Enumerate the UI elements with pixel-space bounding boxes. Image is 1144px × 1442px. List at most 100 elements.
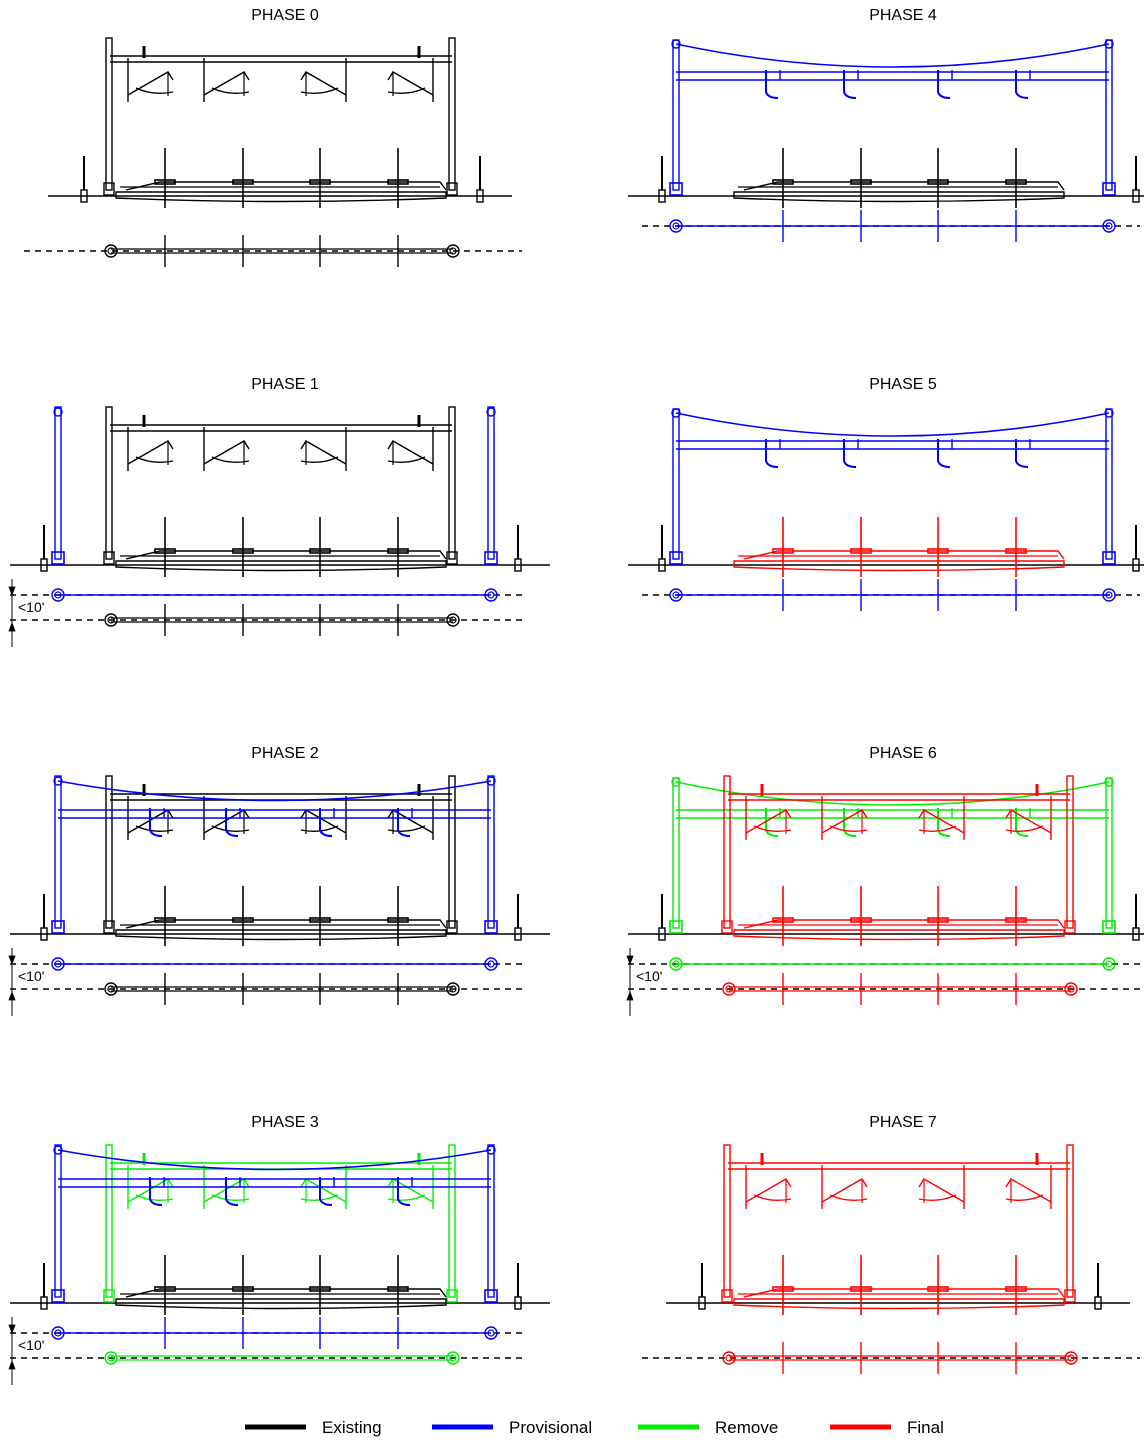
clearance-dimension (8, 1317, 16, 1385)
mast-base (484, 551, 498, 565)
clearance-dimension (8, 579, 16, 647)
rail-pair (850, 548, 872, 554)
span-mast (1105, 777, 1113, 929)
legend-label: Final (907, 1418, 944, 1437)
foundation-marker (1064, 1351, 1078, 1365)
main-gantry (103, 775, 458, 934)
foundation-marker (484, 1326, 498, 1340)
drawing-stroke (918, 1178, 965, 1203)
mast-base (446, 551, 458, 565)
cantilever-arm (745, 796, 792, 840)
rail-pair (309, 179, 331, 185)
drawing-stroke (843, 70, 857, 99)
drawing-stroke (300, 1178, 347, 1203)
dimension-arrow (626, 990, 634, 1001)
drawing-stroke (135, 1194, 174, 1202)
drawing-stroke (125, 181, 447, 191)
signal-post (80, 156, 88, 203)
drop-hanger (149, 808, 165, 837)
plan-line (51, 957, 498, 971)
main-gantry (103, 406, 458, 565)
gantry-mast (105, 406, 113, 560)
cantilever-arm (300, 427, 347, 471)
signal-post (1094, 1263, 1102, 1310)
drawing-stroke (937, 439, 951, 468)
foundation-marker (1102, 219, 1116, 233)
rail-pair (387, 548, 409, 554)
phase-panel-2: PHASE 2 <10' (8, 745, 550, 1016)
foundation-marker (449, 247, 457, 255)
rail-pair (772, 917, 794, 923)
span-structure (669, 777, 1116, 934)
drawing-stroke (300, 440, 347, 465)
span-mast (672, 39, 680, 191)
phase-title: PHASE 6 (869, 745, 937, 762)
plan-line (669, 579, 1116, 611)
drop-hanger (937, 439, 953, 468)
cantilever-arm (1005, 796, 1052, 840)
span-mast (1105, 39, 1113, 191)
drop-hanger (225, 808, 241, 837)
plan-line (669, 957, 1116, 971)
gantry-mast (448, 1144, 456, 1298)
plan-line (669, 210, 1116, 242)
cantilever-arm (821, 796, 868, 840)
drawing-stroke (115, 191, 447, 203)
foundation-marker (672, 591, 680, 599)
mast-cap (1104, 408, 1114, 418)
drawing-stroke (1005, 1194, 1044, 1202)
rail-pair (1005, 917, 1027, 923)
drawing-stroke (387, 456, 426, 464)
mast-base (1102, 551, 1116, 565)
drawing-stroke (1132, 189, 1140, 203)
rail-pair (1005, 1286, 1027, 1292)
legend-item-remove: Remove (638, 1418, 778, 1437)
clearance-dimension-label: <10' (18, 968, 44, 984)
mast-cap (1104, 777, 1114, 787)
drawing-stroke (476, 189, 484, 203)
drawing-stroke (211, 87, 250, 95)
rail-pair (154, 548, 176, 554)
mast-cap (486, 407, 496, 417)
legend-item-existing: Existing (245, 1418, 382, 1437)
gantry-mast (723, 1144, 731, 1298)
drawing-stroke (300, 87, 339, 95)
signal-post (698, 1263, 706, 1310)
cantilever-arm (821, 1165, 868, 1209)
drawing-stroke (40, 1296, 48, 1310)
drawing-stroke (300, 809, 347, 834)
foundation-marker (104, 244, 118, 258)
rail-pair (154, 179, 176, 185)
dimension-arrow (8, 621, 16, 632)
phase-panel-6: PHASE 6 <10' (626, 745, 1144, 1016)
rail-pair (927, 917, 949, 923)
phase-panel-3: PHASE 3 <10' (8, 1114, 550, 1385)
foundation-marker (1105, 591, 1113, 599)
drawing-stroke (149, 808, 163, 837)
drawing-stroke (733, 191, 1065, 203)
foundation-marker (104, 1351, 118, 1365)
foundation-marker (107, 985, 115, 993)
foundation-marker (669, 219, 683, 233)
drawing-stroke (743, 919, 1065, 929)
legend-label: Provisional (509, 1418, 592, 1437)
gantry-mast (448, 406, 456, 560)
main-gantry (721, 1144, 1076, 1303)
main-gantry (721, 775, 1076, 934)
drawing-stroke (203, 71, 250, 96)
foundation-marker (446, 1351, 460, 1365)
plan-line (51, 588, 498, 602)
drawing-stroke (1005, 825, 1044, 833)
drawing-stroke (514, 558, 522, 572)
foundation-marker (107, 247, 115, 255)
drawing-stroke (40, 558, 48, 572)
drawing-stroke (745, 1178, 792, 1203)
mast-base (446, 182, 458, 196)
drawing-stroke (387, 809, 434, 834)
rail-pair (387, 1286, 409, 1292)
cantilever-arm (300, 58, 347, 102)
rail-pair (232, 548, 254, 554)
phase-title: PHASE 4 (869, 7, 937, 24)
mast-base (669, 182, 683, 196)
foundation-marker (487, 1329, 495, 1337)
